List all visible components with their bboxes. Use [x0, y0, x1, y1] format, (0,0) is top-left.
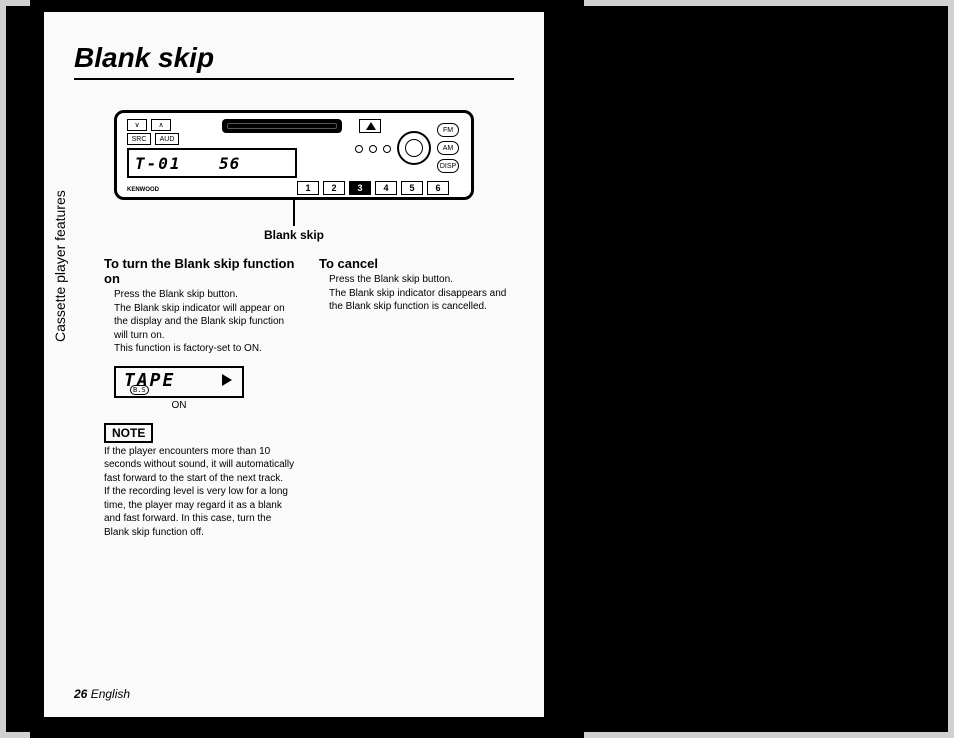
preset-row: 1 2 3 4 5 6 [297, 181, 461, 195]
turn-on-line3: This function is factory-set to ON. [114, 342, 299, 356]
cancel-heading: To cancel [319, 256, 514, 271]
page-language: English [91, 687, 130, 701]
page-title: Blank skip [74, 42, 514, 80]
display-main: T-01 [135, 154, 182, 173]
cassette-slot [222, 119, 342, 133]
up-button: ∧ [151, 119, 171, 131]
display-sub: 56 [219, 154, 240, 173]
cancel-line2: The Blank skip indicator disappears and … [329, 287, 514, 314]
manual-page: Blank skip Cassette player features ∨ ∧ … [44, 12, 544, 717]
mini-display: TAPE B.S [114, 366, 244, 398]
preset-3: 3 [349, 181, 371, 195]
turn-on-body: Press the Blank skip button. The Blank s… [104, 288, 299, 356]
src-button: SRC [127, 133, 151, 145]
side-section-label: Cassette player features [52, 190, 68, 342]
stereo-display: T-01 56 [127, 148, 297, 178]
preset-2: 2 [323, 181, 345, 195]
fm-button: FM [437, 123, 459, 137]
mode-buttons: FM AM DISP [437, 123, 459, 173]
cancel-line1: Press the Blank skip button. [329, 273, 514, 287]
callout-line [293, 198, 295, 226]
callout-label: Blank skip [264, 228, 324, 242]
page-number: 26 [74, 687, 87, 701]
volume-knob [397, 131, 431, 165]
turn-on-line2: The Blank skip indicator will appear on … [114, 302, 299, 343]
preset-1: 1 [297, 181, 319, 195]
right-column: To cancel Press the Blank skip button. T… [319, 256, 514, 539]
play-icon [222, 374, 232, 386]
on-label: ON [104, 400, 254, 411]
content-columns: To turn the Blank skip function on Press… [74, 256, 514, 539]
stereo-illustration: ∨ ∧ SRC AUD T-01 56 1 2 3 4 5 6 KENWOOD [74, 110, 514, 242]
left-column: To turn the Blank skip function on Press… [104, 256, 299, 539]
eject-button [359, 119, 381, 133]
preset-4: 4 [375, 181, 397, 195]
turn-on-line1: Press the Blank skip button. [114, 288, 299, 302]
aud-button: AUD [155, 133, 179, 145]
page-footer: 26 English [74, 687, 130, 701]
indicator-dots [355, 145, 391, 153]
down-button: ∨ [127, 119, 147, 131]
note-text: If the player encounters more than 10 se… [104, 445, 299, 540]
note-box: NOTE [104, 423, 153, 443]
brand-label: KENWOOD [127, 187, 159, 193]
side-tab [30, 239, 44, 279]
car-stereo-faceplate: ∨ ∧ SRC AUD T-01 56 1 2 3 4 5 6 KENWOOD [114, 110, 474, 200]
cancel-body: Press the Blank skip button. The Blank s… [319, 273, 514, 314]
preset-5: 5 [401, 181, 423, 195]
bs-indicator: B.S [130, 385, 149, 395]
disp-button: DISP [437, 159, 459, 173]
preset-6: 6 [427, 181, 449, 195]
am-button: AM [437, 141, 459, 155]
turn-on-heading: To turn the Blank skip function on [104, 256, 299, 286]
